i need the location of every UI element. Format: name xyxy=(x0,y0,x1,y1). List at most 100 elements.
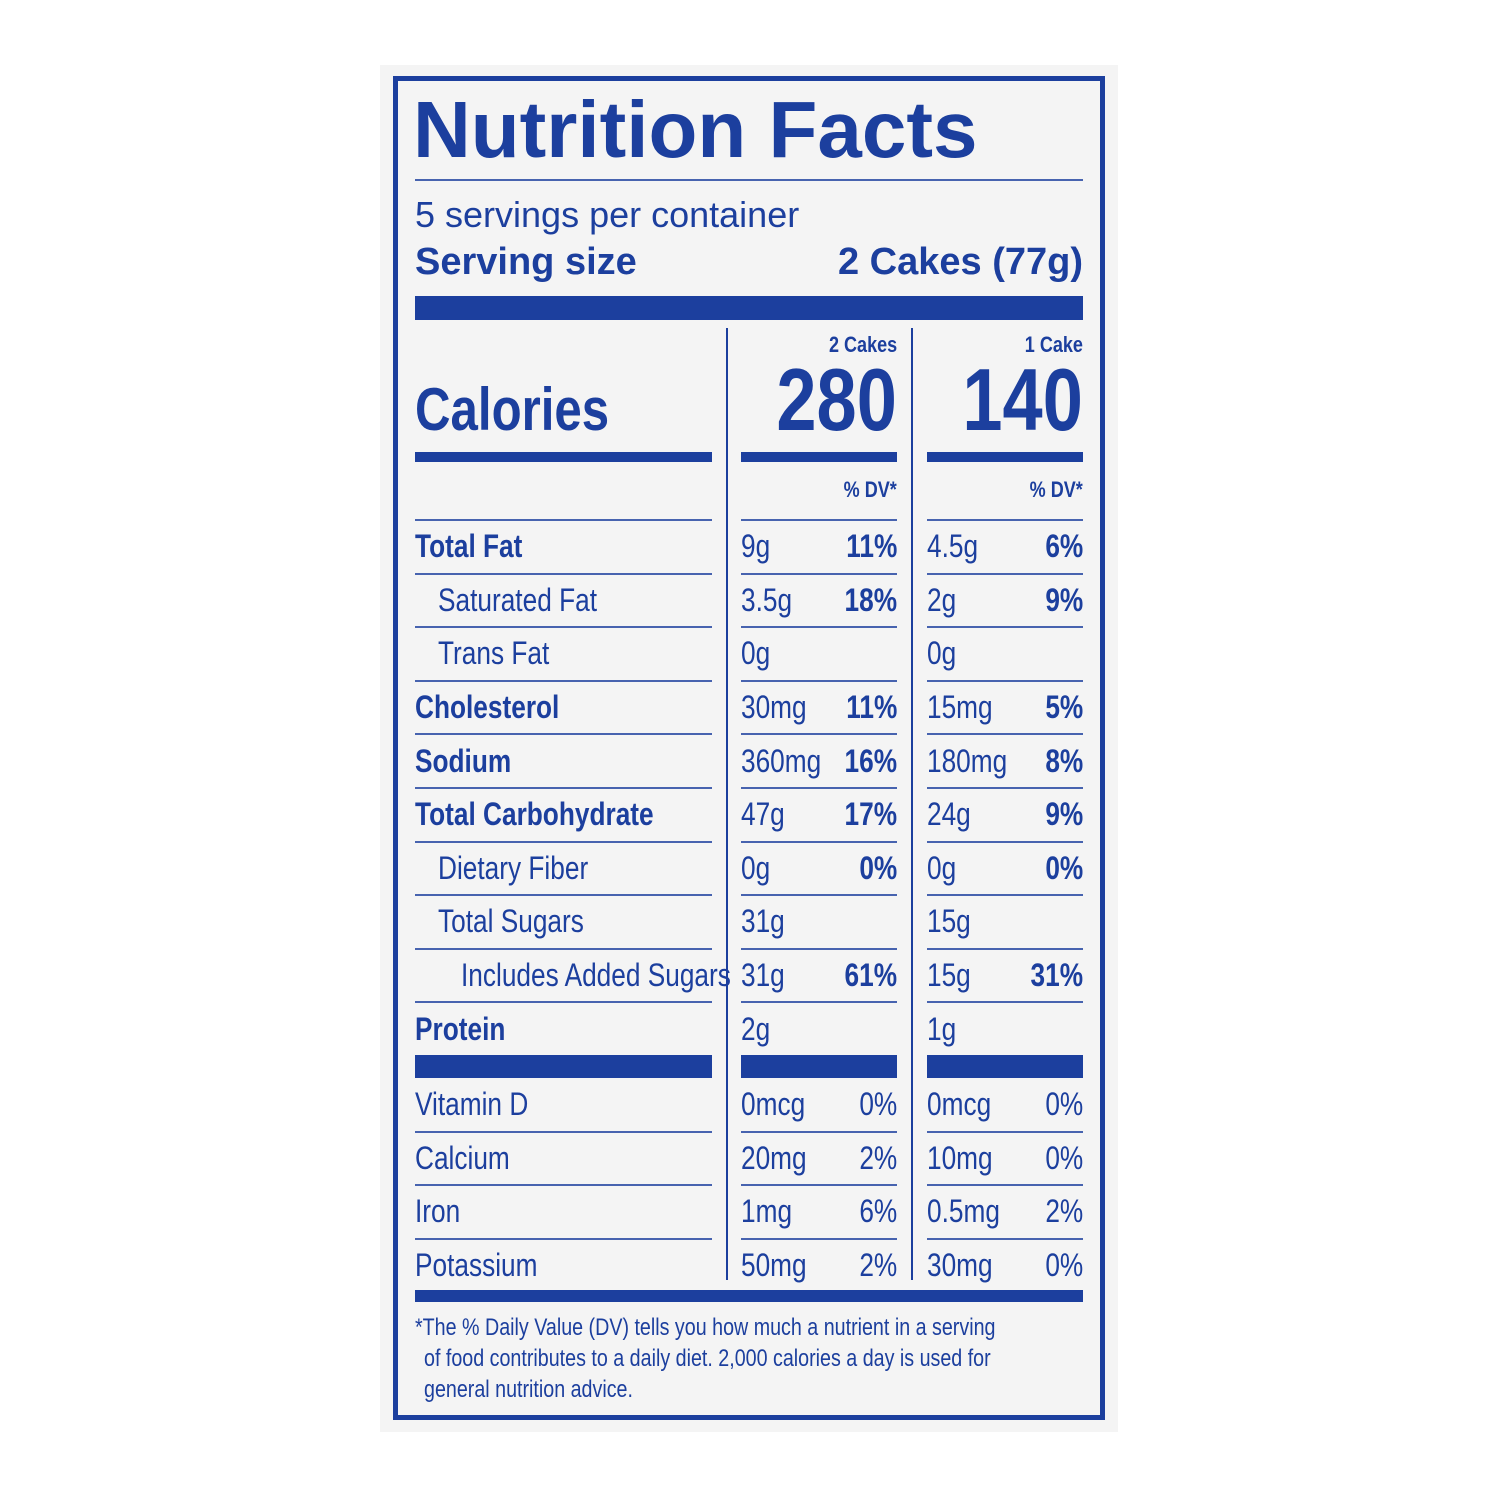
daily-value: 11% xyxy=(845,689,897,725)
nutrient-name: Cholesterol xyxy=(415,689,560,725)
daily-value: 0% xyxy=(859,1086,897,1123)
separator xyxy=(415,1237,712,1240)
nutrient-name: Sodium xyxy=(415,742,512,779)
daily-value: 2% xyxy=(859,1139,897,1176)
amount: 9g xyxy=(741,528,771,565)
daily-value: 6% xyxy=(859,1193,897,1230)
amount: 15g xyxy=(927,957,971,993)
amount: 0g xyxy=(927,849,957,886)
nutrient-name: Includes Added Sugars xyxy=(461,957,731,993)
column-divider xyxy=(911,328,913,1280)
separator xyxy=(741,894,897,897)
amount: 47g xyxy=(741,796,785,833)
nutrient-name: Protein xyxy=(415,1010,506,1047)
daily-value: 0% xyxy=(859,849,897,886)
amount: 0.5mg xyxy=(927,1193,1000,1230)
daily-value: 31% xyxy=(1030,957,1083,993)
separator xyxy=(741,519,897,521)
amount: 0mcg xyxy=(741,1086,806,1123)
servings: 5 servings per container xyxy=(415,193,800,235)
amount: 2g xyxy=(927,581,957,618)
separator xyxy=(741,733,897,736)
vitamin-name: Calcium xyxy=(415,1139,510,1176)
calories-rule xyxy=(927,452,1083,462)
separator xyxy=(741,1001,897,1004)
column-header: 2 Cakes xyxy=(828,331,897,357)
separator xyxy=(927,1237,1083,1240)
nutrient-name: Total Sugars xyxy=(438,903,584,940)
separator xyxy=(927,1130,1083,1133)
footnote: of food contributes to a daily diet. 2,0… xyxy=(424,1345,991,1373)
daily-value: 2% xyxy=(1045,1193,1083,1230)
separator xyxy=(927,840,1083,843)
amount: 15g xyxy=(927,903,971,940)
separator xyxy=(741,947,897,950)
daily-value: 9% xyxy=(1045,581,1083,618)
separator xyxy=(415,840,712,843)
column-divider xyxy=(726,328,728,1280)
separator xyxy=(415,894,712,897)
amount: 1g xyxy=(927,1010,957,1047)
dv-header: % DV* xyxy=(843,476,897,502)
nutrient-name: Trans Fat xyxy=(438,635,550,672)
nutrient-name: Dietary Fiber xyxy=(438,849,589,886)
separator xyxy=(415,519,712,521)
vitamin-name: Vitamin D xyxy=(415,1086,529,1123)
thick-rule xyxy=(741,1055,897,1078)
footnote: general nutrition advice. xyxy=(424,1376,633,1404)
nutrient-name: Total Fat xyxy=(415,528,523,565)
daily-value: 16% xyxy=(844,742,897,779)
separator xyxy=(415,179,1083,181)
amount: 30mg xyxy=(927,1247,993,1283)
separator xyxy=(415,626,712,629)
amount: 24g xyxy=(927,796,971,833)
separator xyxy=(415,787,712,789)
separator xyxy=(927,626,1083,629)
dv-header: % DV* xyxy=(1029,476,1083,502)
nutrient-name: Saturated Fat xyxy=(438,581,597,618)
daily-value: 0% xyxy=(1045,1139,1083,1176)
amount: 1mg xyxy=(741,1193,793,1230)
separator xyxy=(415,1130,712,1133)
thick-rule xyxy=(415,1290,1083,1302)
separator xyxy=(927,1184,1083,1187)
calories-label: Calories xyxy=(415,376,610,443)
separator xyxy=(741,1237,897,1240)
thick-rule xyxy=(415,296,1083,320)
daily-value: 18% xyxy=(844,581,897,618)
daily-value: 2% xyxy=(859,1247,897,1283)
amount: 20mg xyxy=(741,1139,807,1176)
daily-value: 0% xyxy=(1045,1247,1083,1283)
daily-value: 11% xyxy=(845,528,897,565)
amount: 31g xyxy=(741,903,785,940)
separator xyxy=(415,733,712,736)
footnote: *The % Daily Value (DV) tells you how mu… xyxy=(415,1314,996,1342)
label-background xyxy=(380,65,1118,1432)
separator xyxy=(927,1001,1083,1004)
vitamin-name: Iron xyxy=(415,1193,461,1230)
calories-rule xyxy=(741,452,897,462)
daily-value: 61% xyxy=(844,957,897,993)
daily-value: 0% xyxy=(1045,849,1083,886)
thick-rule xyxy=(927,1055,1083,1078)
separator xyxy=(741,1130,897,1133)
amount: 0mcg xyxy=(927,1086,992,1123)
daily-value: 17% xyxy=(844,796,897,833)
separator xyxy=(741,840,897,843)
title: Nutrition Facts xyxy=(413,85,978,174)
separator xyxy=(927,679,1083,682)
calories-rule xyxy=(415,452,712,462)
thick-rule xyxy=(415,1055,712,1078)
separator xyxy=(927,572,1083,575)
separator xyxy=(415,1184,712,1187)
separator xyxy=(415,1001,712,1004)
amount: 2g xyxy=(741,1010,771,1047)
amount: 31g xyxy=(741,957,785,993)
daily-value: 0% xyxy=(1045,1086,1083,1123)
amount: 15mg xyxy=(927,689,993,725)
separator xyxy=(927,787,1083,789)
separator xyxy=(927,733,1083,736)
separator xyxy=(927,947,1083,950)
vitamin-name: Potassium xyxy=(415,1247,538,1283)
separator xyxy=(741,787,897,789)
